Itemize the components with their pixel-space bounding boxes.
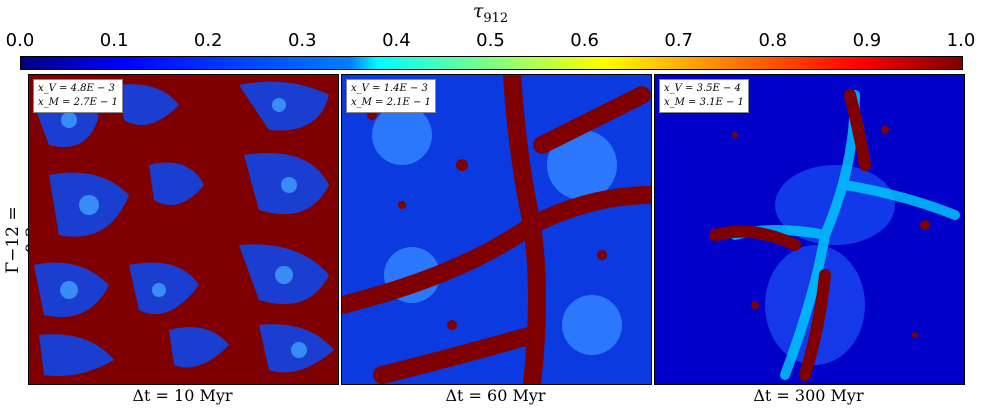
colorbar-tick-label: 0.9 — [852, 30, 882, 51]
panel-10-myr-xm: x_M = 2.7E − 1 — [38, 97, 118, 108]
panel-10-myr: x_V = 4.8E − 3 x_M = 2.7E − 1 — [28, 74, 339, 385]
panel-10-myr-label: Δt = 10 Myr — [132, 386, 233, 405]
colorbar-title-subscript: 912 — [483, 10, 509, 26]
panel-300-myr-image — [655, 75, 964, 384]
colorbar-title-symbol: τ — [472, 0, 484, 22]
panel-60-myr-legend: x_V = 1.4E − 3 x_M = 2.1E − 1 — [346, 79, 436, 113]
colorbar-tick-label: 0.3 — [287, 30, 317, 51]
colorbar-tick-label: 0.2 — [193, 30, 223, 51]
colorbar-title: τ912 — [0, 0, 981, 26]
colorbar-tick-label: 1.0 — [946, 30, 976, 51]
colorbar-tick-label: 0.1 — [99, 30, 129, 51]
panel-10-myr-legend: x_V = 4.8E − 3 x_M = 2.7E − 1 — [33, 79, 123, 113]
panel-10-myr-xv: x_V = 4.8E − 3 — [38, 83, 115, 94]
colorbar-tick-label: 0.7 — [664, 30, 694, 51]
panel-60-myr-label: Δt = 60 Myr — [445, 386, 546, 405]
panel-300-myr: x_V = 3.5E − 4 x_M = 3.1E − 1 — [654, 74, 965, 385]
colorbar-tick-label: 0.4 — [382, 30, 411, 51]
panel-300-myr-xm: x_M = 3.1E − 1 — [664, 97, 744, 108]
colorbar — [20, 56, 963, 70]
colorbar-tick-label: 0.8 — [758, 30, 788, 51]
panel-300-myr-label: Δt = 300 Myr — [753, 386, 864, 405]
colorbar-tick-label: 0.6 — [570, 30, 599, 51]
panel-300-myr-legend: x_V = 3.5E − 4 x_M = 3.1E − 1 — [659, 79, 749, 113]
colorbar-tick-label: 0.5 — [476, 30, 505, 51]
colorbar-tick-label: 0.0 — [5, 30, 35, 51]
panel-60-myr: x_V = 1.4E − 3 x_M = 2.1E − 1 — [341, 74, 652, 385]
panel-60-myr-xm: x_M = 2.1E − 1 — [351, 97, 431, 108]
panel-10-myr-image — [29, 75, 338, 384]
panel-60-myr-image — [342, 75, 651, 384]
panel-300-myr-xv: x_V = 3.5E − 4 — [664, 83, 741, 94]
panel-60-myr-xv: x_V = 1.4E − 3 — [351, 83, 428, 94]
